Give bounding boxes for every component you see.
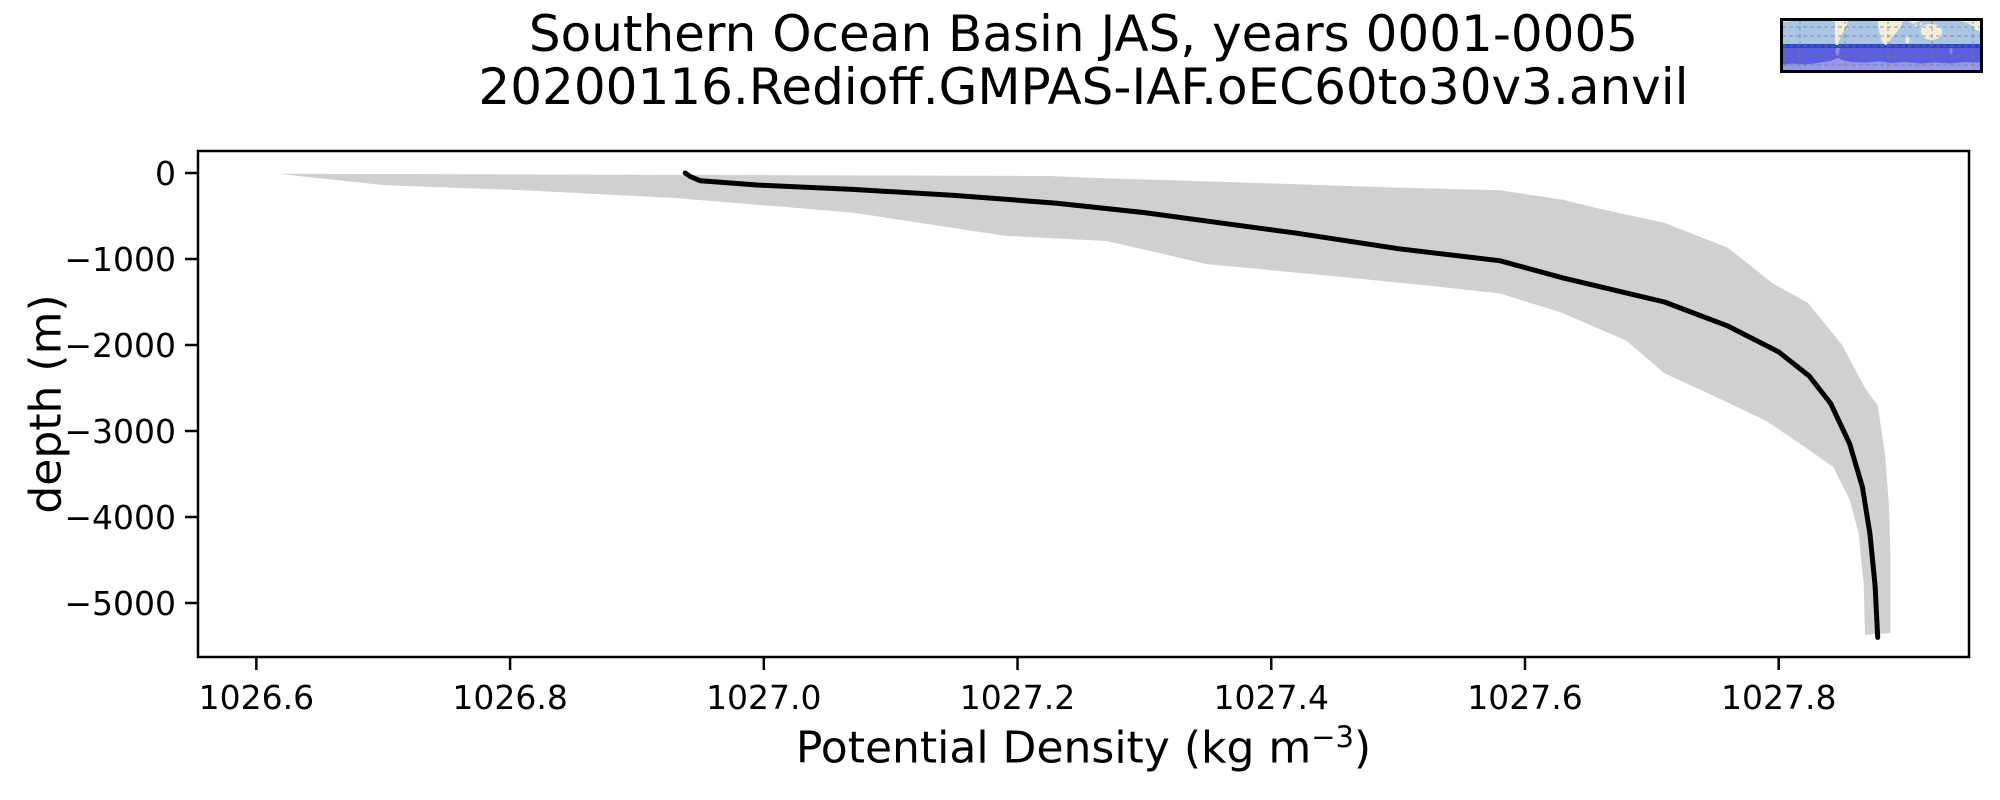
axes-spines [196,149,1971,659]
figure-title-line1: Southern Ocean Basin JAS, years 0001-000… [528,5,1639,63]
figure-title-line2: 20200116.Redioff.GMPAS-IAF.oEC60to30v3.a… [478,58,1689,116]
map-south-america-tip [1835,48,1840,56]
x-axis-label-text: Potential Density (kg m [795,722,1312,774]
y-tick-label: −4000 [64,498,176,537]
map-border [1780,18,1983,73]
y-tick-label: −2000 [64,326,176,365]
x-tick-label: 1027.0 [706,678,821,717]
map-new-zealand [1949,48,1953,54]
y-tick-label: −5000 [64,584,176,623]
x-axis-label-superscript: −3 [1311,720,1354,754]
mean-density-profile [682,170,1881,640]
x-tick-label: 1026.8 [452,678,567,717]
y-tick-label: 0 [155,154,176,193]
x-axis-ticks: 1026.6 1026.8 1027.0 1027.2 1027.4 1027.6 1027… [199,657,1836,717]
x-tick-label: 1026.6 [199,678,314,717]
map-graticule [1782,20,1981,71]
world-map-inset [1780,18,1983,73]
x-axis-label: Potential Density (kg m−3) [198,720,1969,774]
x-tick-label: 1027.8 [1721,678,1836,717]
y-tick-label: −1000 [64,240,176,279]
map-madagascar [1905,36,1910,44]
figure-title: Southern Ocean Basin JAS, years 0001-000… [198,8,1969,114]
map-south-america [1834,19,1848,45]
y-axis-label: depth (m) [20,294,72,514]
mean-profile-line [682,170,1881,640]
minmax-density-band [277,173,1891,635]
map-island [1919,22,1923,26]
y-tick-label: −3000 [64,412,176,451]
x-tick-label: 1027.2 [960,678,1075,717]
density-minmax-band [277,173,1891,635]
x-tick-label: 1027.4 [1214,678,1329,717]
axes-frame [196,149,1971,659]
y-axis-ticks: 0 −1000 −2000 −3000 −4000 −5000 [64,154,198,623]
map-africa [1878,19,1903,45]
x-tick-label: 1027.6 [1467,678,1582,717]
map-asia [1965,19,1982,32]
x-axis-label-suffix: ) [1354,722,1372,774]
